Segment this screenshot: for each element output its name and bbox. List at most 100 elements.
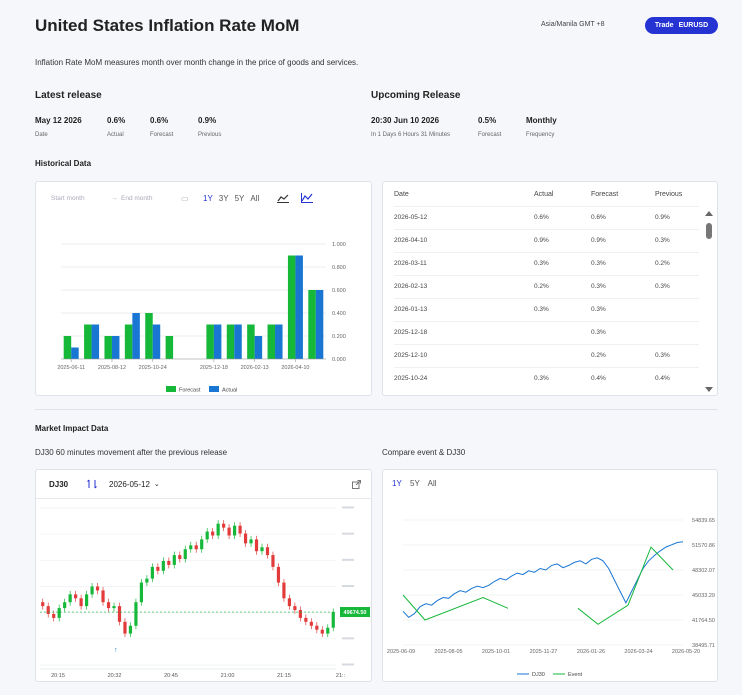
dj30-line (402, 541, 684, 619)
cell-previous: 0.3% (655, 228, 699, 252)
legend-dj30-label: DJ30 (532, 672, 545, 678)
legend-forecast-swatch (166, 386, 176, 392)
line-chart-icon[interactable] (277, 193, 290, 203)
forecast-bar (206, 324, 214, 359)
cell-date: 2026-01-13 (394, 297, 534, 321)
candle (183, 549, 187, 560)
candle (134, 602, 138, 626)
candle (79, 598, 83, 607)
y-tick-label: 41764.50 (692, 618, 715, 624)
actual-bar (295, 255, 303, 359)
x-tick-label: 20:15 (51, 673, 65, 679)
cell-forecast: 0.4% (591, 366, 655, 390)
x-tick-label: 2025-11-27 (530, 649, 558, 655)
cell-previous: 0.9% (655, 205, 699, 229)
actual-bar (213, 324, 222, 359)
latest-previous: 0.9% Previous (198, 116, 222, 138)
candle (260, 547, 264, 552)
candle (117, 606, 122, 622)
candle (145, 578, 149, 583)
y-tick-label: 0.000 (332, 357, 346, 363)
col-previous[interactable]: Previous (655, 191, 683, 199)
range-1y-button[interactable]: 1Y (203, 193, 213, 203)
calendar-icon[interactable]: ▭ (181, 193, 189, 203)
end-month-input[interactable]: End month (121, 194, 153, 202)
chevron-down-icon[interactable]: ⌄ (153, 481, 160, 488)
cell-previous (655, 297, 699, 321)
compare-1y-button[interactable]: 1Y (392, 479, 402, 488)
x-tick-label: 2026-03-24 (624, 649, 652, 655)
historical-table: Date Actual Forecast Previous 2026-05-12… (394, 184, 699, 390)
x-tick-label: 20:32 (108, 673, 122, 679)
trade-label: Trade (654, 22, 674, 29)
candle (74, 594, 78, 599)
external-link-icon[interactable] (352, 480, 361, 489)
col-forecast[interactable]: Forecast (591, 191, 619, 199)
col-actual[interactable]: Actual (534, 191, 554, 199)
candle (150, 566, 154, 579)
actual-bar (315, 290, 324, 359)
x-tick-label: 21:15 (277, 673, 291, 679)
actual-bar (254, 336, 263, 359)
latest-release-heading: Latest release (35, 90, 102, 101)
candle (276, 566, 281, 583)
forecast-bar (124, 324, 133, 359)
section-divider (35, 409, 718, 410)
candle-toolbar: DJ30 2026-05-12 ⌄ (36, 470, 371, 499)
candle (189, 545, 193, 550)
y-tick-label: 38495.71 (692, 643, 715, 649)
x-tick-label: 21:00 (221, 673, 235, 679)
x-tick-label: 2025-12-18 (200, 365, 228, 371)
compare-all-button[interactable]: All (427, 479, 437, 488)
candle (172, 555, 176, 565)
cell-date: 2026-02-13 (394, 274, 534, 298)
compare-icon[interactable] (87, 479, 97, 489)
col-date[interactable]: Date (394, 191, 409, 199)
trade-button[interactable]: Trade EURUSD (645, 17, 718, 34)
x-tick-label: 21:: (336, 673, 346, 679)
forecast-bar (63, 336, 72, 359)
cell-previous (655, 320, 699, 344)
table-row: 2026-01-13 0.3% 0.3% (394, 297, 699, 321)
forecast-bar (104, 336, 112, 359)
forecast-bar (308, 290, 316, 359)
candle (128, 625, 133, 634)
candle (232, 525, 237, 536)
x-tick-label: 2025-06-11 (57, 365, 85, 371)
candle (106, 602, 111, 609)
start-month-input[interactable]: Start month (51, 194, 85, 202)
x-tick-label: 2025-08-12 (98, 365, 126, 371)
actual-bar (234, 324, 242, 359)
timezone-label[interactable]: Asia/Manila GMT +8 (541, 21, 605, 28)
historical-table-panel: Date Actual Forecast Previous 2026-05-12… (382, 181, 718, 396)
date-selector[interactable]: 2026-05-12 (109, 479, 150, 489)
candle (95, 586, 100, 591)
bar-chart-icon[interactable] (301, 193, 314, 203)
candle (287, 598, 292, 607)
symbol-label[interactable]: DJ30 (49, 479, 69, 489)
table-scrollbar[interactable] (705, 210, 713, 394)
candle (46, 606, 50, 614)
candle (304, 617, 308, 622)
actual-bar (71, 347, 79, 359)
event-line (402, 594, 509, 621)
dj30-movement-title: DJ30 60 minutes movement after the previ… (35, 448, 228, 457)
table-row: 2025-12-10 0.2% 0.3% (394, 343, 699, 367)
y-tick-label: 0.400 (332, 311, 346, 317)
range-5y-button[interactable]: 5Y (234, 193, 245, 203)
cell-date: 2026-05-12 (394, 205, 534, 229)
compare-5y-button[interactable]: 5Y (410, 479, 420, 488)
y-tick-label (342, 585, 354, 587)
table-row: 2025-10-24 0.3% 0.4% 0.4% (394, 366, 699, 390)
x-tick-label: 2025-06-09 (387, 649, 415, 655)
cell-actual: 0.3% (534, 251, 591, 275)
candle (90, 586, 94, 595)
range-all-button[interactable]: All (250, 193, 260, 203)
cell-date: 2026-04-10 (394, 228, 534, 252)
candle (331, 612, 335, 628)
range-3y-button[interactable]: 3Y (218, 193, 229, 203)
price-tag (340, 607, 370, 618)
table-row: 2026-03-11 0.3% 0.3% 0.2% (394, 251, 699, 275)
y-tick-label: 0.800 (332, 265, 346, 271)
actual-bar (132, 313, 140, 359)
